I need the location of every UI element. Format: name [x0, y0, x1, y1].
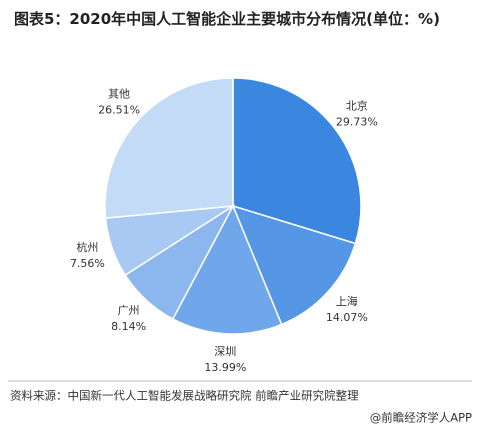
slice-label: 其他: [108, 87, 130, 100]
value-label: 7.56%: [70, 257, 105, 270]
pie-slice: [171, 204, 283, 335]
value-label: 13.99%: [204, 361, 246, 374]
value-label: 26.51%: [98, 103, 140, 116]
chart-title: 图表5：2020年中国人工智能企业主要城市分布情况(单位：%): [14, 10, 440, 28]
slice-label: 深圳: [214, 345, 236, 358]
value-label: 14.07%: [326, 311, 368, 324]
source: 资料来源：中国新一代人工智能发展战略研究院 前瞻产业研究院整理: [10, 389, 359, 403]
value-label: 29.73%: [336, 115, 378, 128]
slice-label: 杭州: [76, 240, 98, 254]
pie-slice: [232, 77, 362, 245]
credit: @前瞻经济学人APP: [370, 411, 472, 425]
slice-label: 上海: [336, 294, 358, 308]
pie-slice: [104, 77, 234, 219]
pie-slice: [231, 204, 357, 326]
slice-label: 北京: [346, 98, 368, 112]
value-label: 8.14%: [111, 320, 146, 333]
slice-label: 广州: [118, 304, 140, 317]
